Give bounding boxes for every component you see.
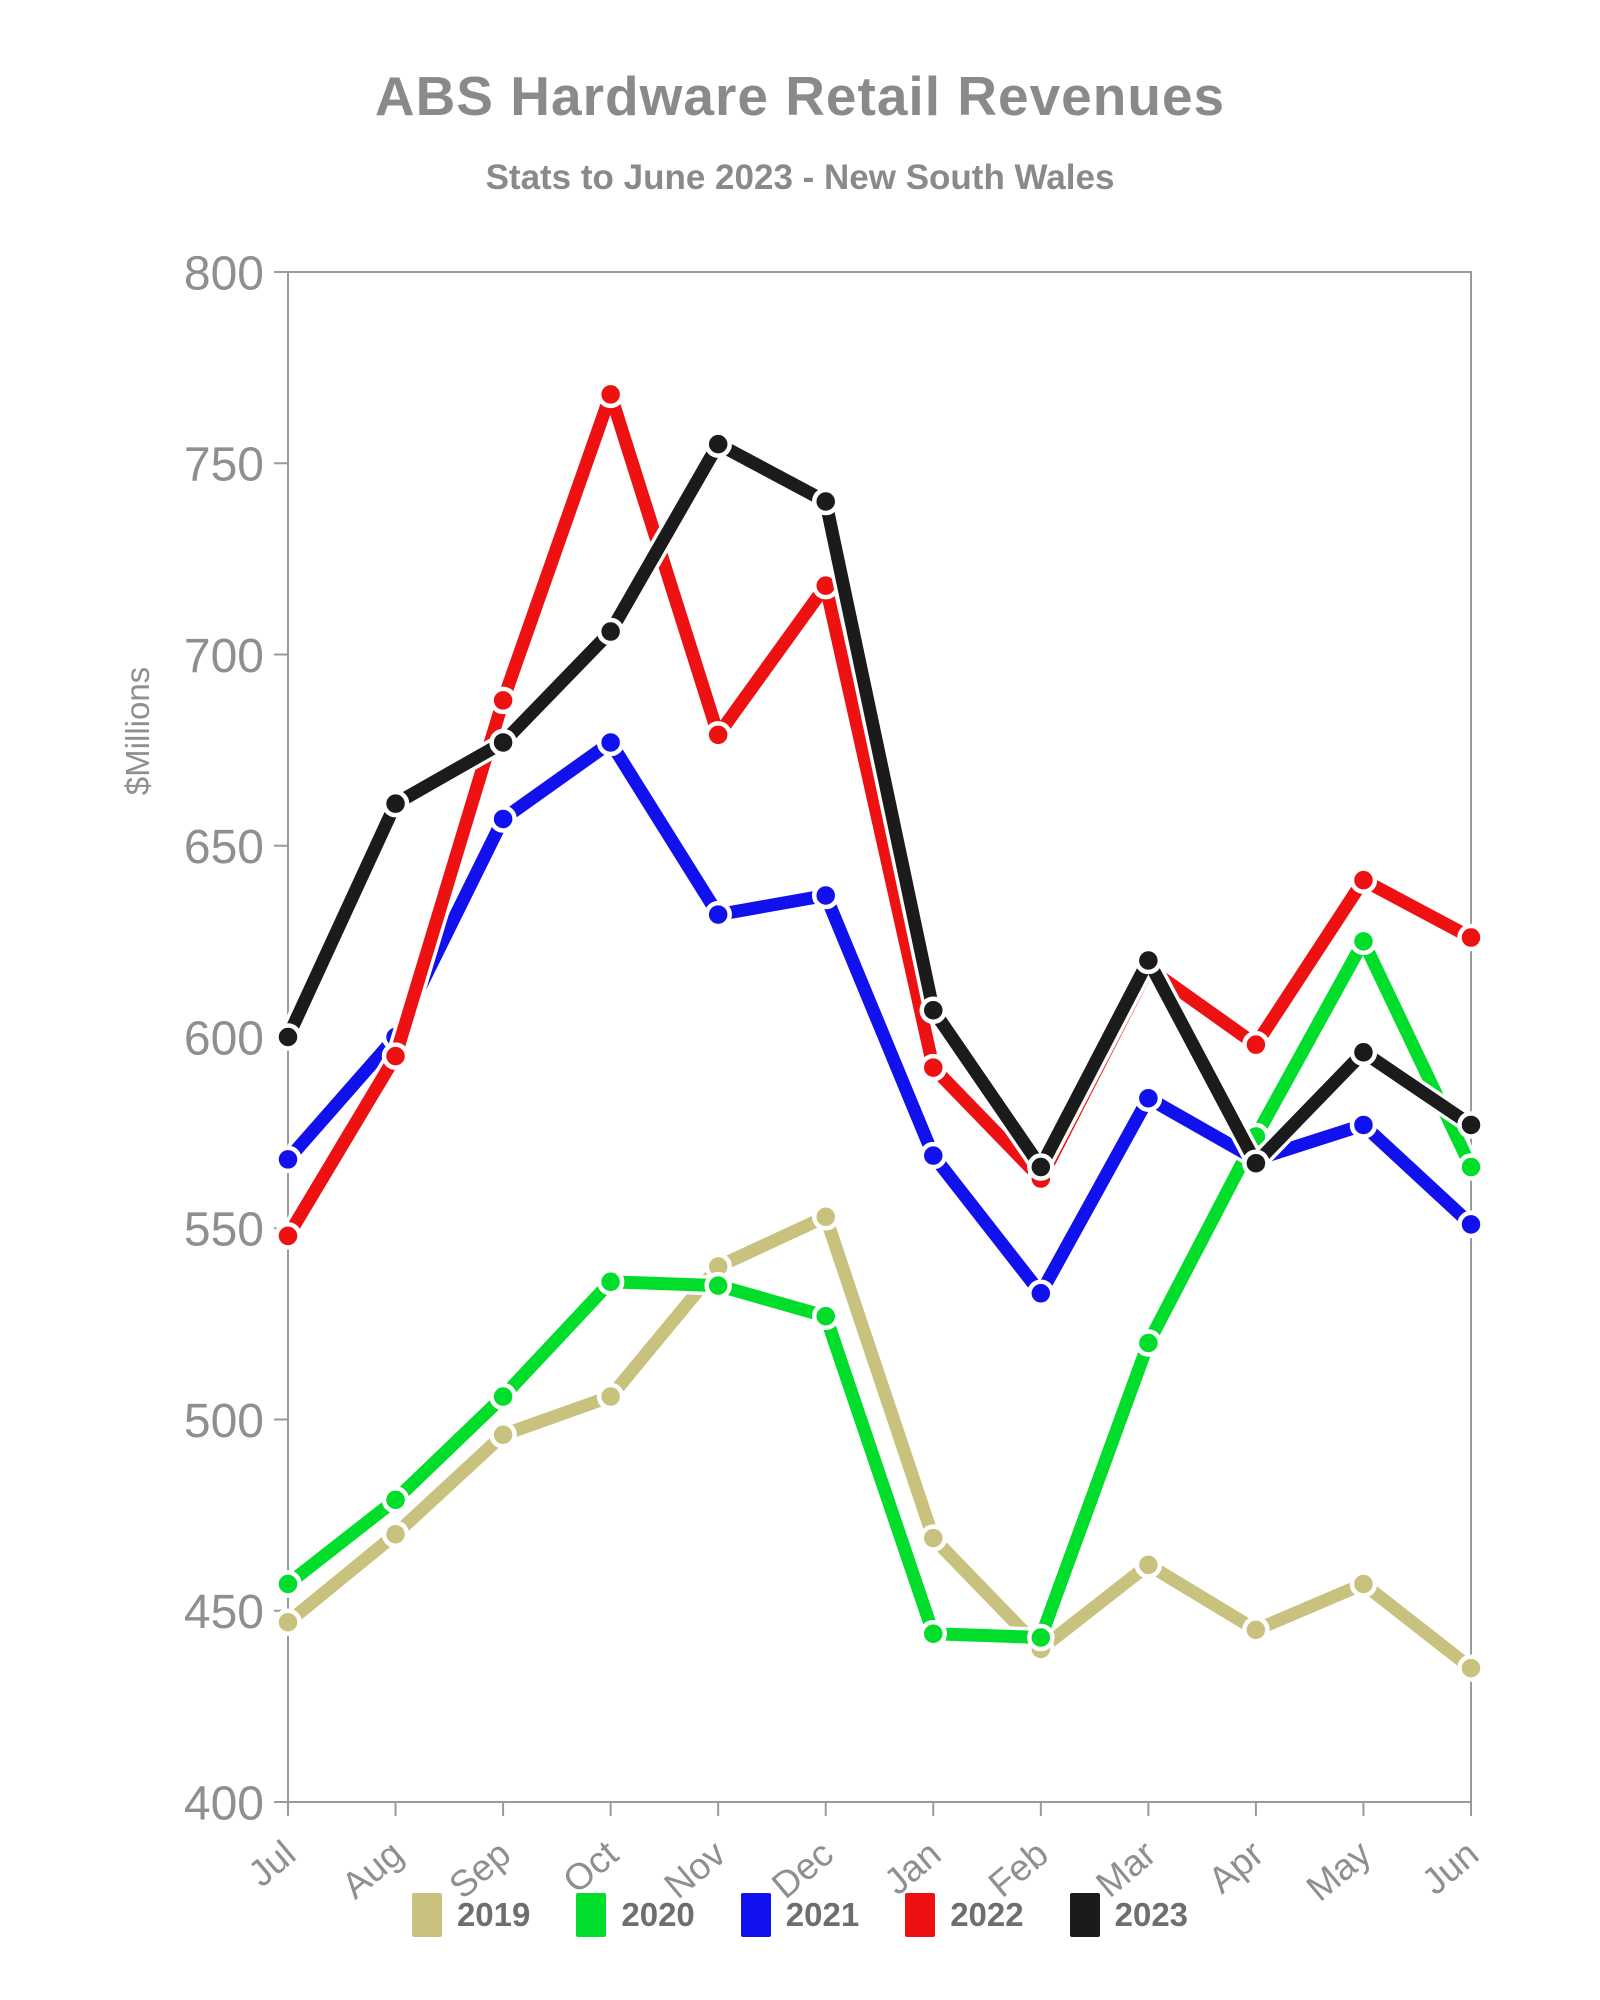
data-point-2020-Jun — [1457, 1153, 1485, 1181]
data-point-2020-Feb — [1027, 1623, 1055, 1652]
data-point-2019-Mar — [1134, 1551, 1163, 1579]
data-point-2023-Sep — [489, 728, 517, 757]
data-point-2020-May — [1349, 927, 1378, 956]
data-point-2022-Nov — [704, 721, 732, 749]
data-point-2021-Oct — [596, 728, 625, 757]
data-point-2023-Mar — [1134, 946, 1163, 975]
y-tick-label: 750 — [184, 439, 264, 492]
y-tick-label: 650 — [184, 821, 264, 874]
data-point-2023-Apr — [1242, 1149, 1270, 1177]
data-point-2023-Aug — [381, 789, 410, 818]
data-point-2019-Jun — [1457, 1654, 1485, 1682]
data-point-2019-Oct — [596, 1382, 625, 1411]
series-line-2020 — [281, 934, 1478, 1645]
series-line-2019 — [281, 1210, 1478, 1675]
chart-legend: 2019 2020 2021 2022 2023 — [0, 1893, 1600, 1937]
legend-item-2021: 2021 — [740, 1893, 860, 1937]
data-point-2021-Jul — [274, 1145, 302, 1174]
legend-label-2019: 2019 — [456, 1896, 531, 1933]
data-point-2019-Jan — [919, 1524, 948, 1552]
data-point-2023-Dec — [811, 487, 840, 516]
legend-swatch-2021 — [740, 1893, 771, 1937]
data-point-2020-Nov — [704, 1271, 732, 1300]
data-point-2020-Mar — [1134, 1329, 1163, 1357]
data-point-2022-Apr — [1242, 1030, 1270, 1059]
data-point-2023-Jul — [274, 1023, 302, 1051]
x-tick-label: Jun — [1414, 1833, 1486, 1903]
legend-label-2022: 2022 — [950, 1896, 1024, 1933]
series-line-2023 — [281, 437, 1478, 1174]
y-tick-label: 550 — [184, 1204, 264, 1257]
data-point-2021-Sep — [489, 805, 517, 833]
legend-swatch-2019 — [411, 1893, 442, 1937]
data-point-2020-Dec — [811, 1302, 840, 1330]
data-point-2023-Oct — [596, 617, 625, 646]
legend-swatch-2020 — [576, 1893, 607, 1937]
chart-subtitle: Stats to June 2023 - New South Wales — [485, 158, 1115, 197]
data-point-2023-Jan — [919, 996, 948, 1024]
data-point-2022-Sep — [489, 686, 517, 715]
data-point-2019-Sep — [489, 1421, 517, 1449]
data-point-2021-Feb — [1027, 1279, 1055, 1308]
legend-item-2023: 2023 — [1069, 1893, 1189, 1937]
data-point-2019-Apr — [1242, 1616, 1270, 1644]
data-point-2022-May — [1349, 866, 1378, 894]
chart-title: ABS Hardware Retail Revenues — [374, 65, 1226, 127]
x-tick-label: Jan — [876, 1833, 948, 1903]
x-tick-label: Jul — [241, 1833, 304, 1895]
y-tick-label: 500 — [184, 1395, 264, 1448]
data-point-2021-Dec — [811, 881, 840, 910]
data-point-2020-Sep — [489, 1382, 517, 1411]
data-point-2021-Nov — [704, 900, 732, 929]
data-point-2019-Dec — [811, 1203, 840, 1231]
data-point-2019-May — [1349, 1570, 1378, 1598]
data-point-2022-Aug — [381, 1042, 410, 1070]
data-point-2020-Oct — [596, 1268, 625, 1296]
data-point-2019-Jul — [274, 1608, 302, 1636]
y-tick-label: 600 — [184, 1012, 264, 1065]
data-point-2021-Jun — [1457, 1210, 1485, 1239]
legend-swatch-2022 — [905, 1893, 936, 1937]
x-tick-label: Oct — [555, 1832, 626, 1901]
y-tick-label: 700 — [184, 630, 264, 683]
data-point-2022-Jan — [919, 1053, 948, 1082]
data-point-2022-Jun — [1457, 923, 1485, 952]
x-tick-label: Apr — [1201, 1833, 1271, 1901]
legend-item-2022: 2022 — [905, 1893, 1024, 1937]
data-point-2023-May — [1349, 1038, 1378, 1067]
legend-label-2023: 2023 — [1114, 1896, 1189, 1933]
y-tick-label: 400 — [184, 1777, 264, 1830]
data-point-2019-Aug — [381, 1520, 410, 1548]
data-point-2020-Jan — [919, 1619, 948, 1648]
data-point-2023-Jun — [1457, 1111, 1485, 1139]
data-point-2022-Oct — [596, 380, 625, 409]
y-tick-label: 800 — [184, 247, 264, 300]
y-tick-label: 450 — [184, 1586, 264, 1639]
data-point-2021-Mar — [1134, 1084, 1163, 1112]
data-point-2023-Nov — [704, 430, 732, 458]
legend-label-2021: 2021 — [785, 1896, 860, 1933]
data-point-2020-Jul — [274, 1570, 302, 1598]
data-point-2020-Aug — [381, 1486, 410, 1514]
data-point-2023-Feb — [1027, 1153, 1055, 1181]
legend-swatch-2023 — [1069, 1893, 1100, 1937]
data-point-2021-Jan — [919, 1141, 948, 1170]
series-line-2022 — [281, 387, 1478, 1243]
legend-item-2019: 2019 — [411, 1893, 531, 1937]
data-point-2022-Jul — [274, 1222, 302, 1250]
legend-label-2020: 2020 — [621, 1896, 695, 1933]
legend-item-2020: 2020 — [576, 1893, 695, 1937]
data-point-2021-May — [1349, 1111, 1378, 1139]
